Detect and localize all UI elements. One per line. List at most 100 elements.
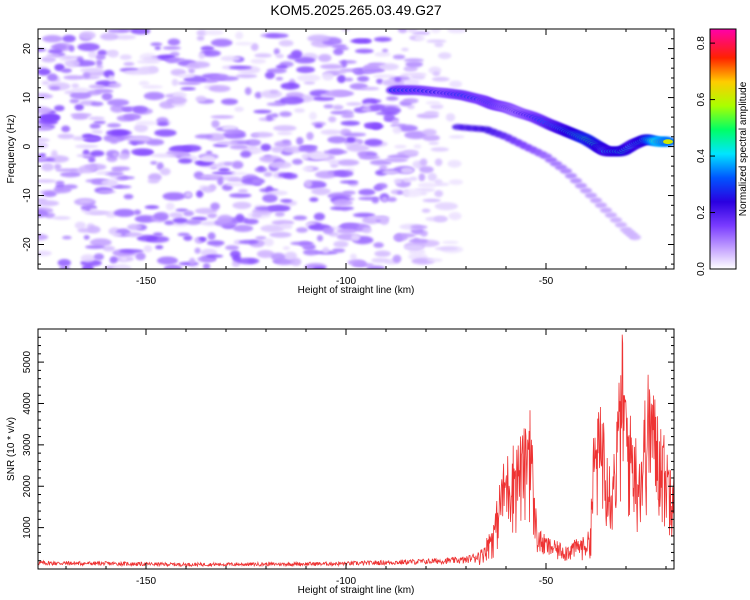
heatmap-cell — [376, 78, 384, 85]
heatmap-cell — [49, 86, 61, 91]
heatmap-cell — [394, 144, 407, 149]
heatmap-cell — [200, 174, 222, 179]
spectrogram-x-label: Height of straight line (km) — [298, 285, 415, 296]
heatmap-cell — [85, 245, 105, 249]
heatmap-cell — [90, 150, 105, 157]
heatmap-cell — [322, 72, 334, 81]
heatmap-cell — [38, 200, 60, 207]
heatmap-cell — [328, 116, 337, 123]
heatmap-cell — [585, 192, 597, 199]
heatmap-cell — [123, 194, 134, 200]
x-tick-label: -100 — [336, 276, 356, 287]
heatmap-cell — [392, 254, 402, 263]
heatmap-cell — [194, 207, 218, 215]
heatmap-cell — [434, 42, 444, 48]
heatmap-cell — [382, 48, 389, 53]
heatmap-cell — [403, 149, 419, 155]
heatmap-cell — [358, 188, 376, 196]
heatmap-cell — [210, 115, 235, 119]
heatmap-cell — [357, 75, 370, 82]
heatmap-cell — [351, 234, 361, 242]
heatmap-cell — [38, 233, 49, 241]
heatmap-cell — [150, 42, 163, 47]
colorbar-label: Normalized spectral amplitude — [738, 81, 749, 216]
heatmap-cell — [41, 80, 50, 85]
heatmap-cell — [61, 125, 71, 133]
heatmap-cell — [89, 123, 101, 129]
heatmap-cell — [112, 152, 119, 157]
heatmap-cell — [376, 183, 388, 190]
y-tick-label: 10 — [22, 92, 33, 104]
heatmap-cell — [307, 151, 330, 160]
heatmap-cell — [196, 190, 204, 198]
spectrogram-frame — [37, 28, 675, 270]
heatmap-cell — [170, 68, 186, 76]
heatmap-cell — [387, 197, 397, 202]
heatmap-cell — [74, 221, 86, 230]
heatmap-cell — [232, 224, 254, 232]
heatmap-cell — [88, 157, 96, 163]
heatmap-cell — [275, 64, 288, 70]
heatmap-cell — [134, 123, 148, 133]
heatmap-cell — [125, 232, 143, 238]
heatmap-cell — [428, 141, 440, 145]
heatmap-cell — [233, 239, 243, 245]
heatmap-cell — [195, 95, 207, 103]
heatmap-cell — [277, 131, 293, 136]
heatmap-cell — [403, 58, 424, 63]
heatmap-cell — [136, 59, 160, 64]
heatmap-cell — [232, 201, 252, 210]
heatmap-cell — [336, 159, 360, 166]
heatmap-cell — [123, 62, 135, 66]
colorbar-tick-label: 0.2 — [696, 205, 707, 219]
heatmap-cell — [250, 43, 259, 51]
heatmap-cell — [74, 144, 99, 149]
heatmap-cell — [225, 245, 239, 251]
heatmap-cell — [560, 168, 572, 174]
heatmap-cell — [323, 104, 334, 109]
heatmap-cell — [168, 96, 188, 105]
colorbar-tick-label: 0.8 — [696, 36, 707, 50]
heatmap-cell — [60, 171, 81, 178]
heatmap-cell — [438, 52, 452, 60]
heatmap-cell — [409, 176, 418, 181]
heatmap-cell — [328, 159, 339, 165]
heatmap-cell — [83, 235, 90, 240]
heatmap-cell — [113, 208, 136, 217]
heatmap-cell — [333, 170, 354, 178]
heatmap-cell — [185, 219, 202, 226]
heatmap-cell — [332, 104, 344, 111]
heatmap-cell — [565, 172, 577, 179]
heatmap-cell — [448, 212, 462, 221]
heatmap-cell — [132, 105, 148, 114]
snr-series-line — [38, 334, 674, 568]
heatmap-cell — [133, 209, 141, 216]
heatmap-cell — [69, 91, 92, 100]
heatmap-cell — [575, 182, 587, 189]
heatmap-cell — [150, 161, 158, 165]
heatmap-cell — [116, 176, 135, 180]
heatmap-cell — [294, 108, 305, 113]
heatmap-cell — [41, 163, 54, 172]
heatmap-cell — [220, 55, 241, 62]
heatmap-cell — [138, 80, 150, 86]
y-tick-label: 0 — [22, 143, 33, 149]
heatmap-cell — [373, 242, 384, 248]
heatmap-cell — [570, 177, 582, 184]
heatmap-cell — [143, 91, 165, 101]
heatmap-cell — [52, 216, 71, 220]
heatmap-cell — [107, 29, 129, 34]
heatmap-cell — [341, 114, 355, 119]
heatmap-cell — [580, 187, 592, 194]
heatmap-cell — [275, 53, 284, 59]
heatmap-cell — [401, 47, 409, 52]
heatmap-cell — [194, 134, 214, 139]
heatmap-cell — [322, 247, 330, 254]
heatmap-cell — [320, 64, 344, 70]
heatmap-cell — [312, 266, 326, 269]
heatmap-cell — [119, 249, 144, 254]
heatmap-cell — [119, 54, 132, 60]
heatmap-cell — [135, 120, 158, 126]
heatmap-cell — [53, 186, 72, 194]
heatmap-cell — [163, 57, 185, 62]
